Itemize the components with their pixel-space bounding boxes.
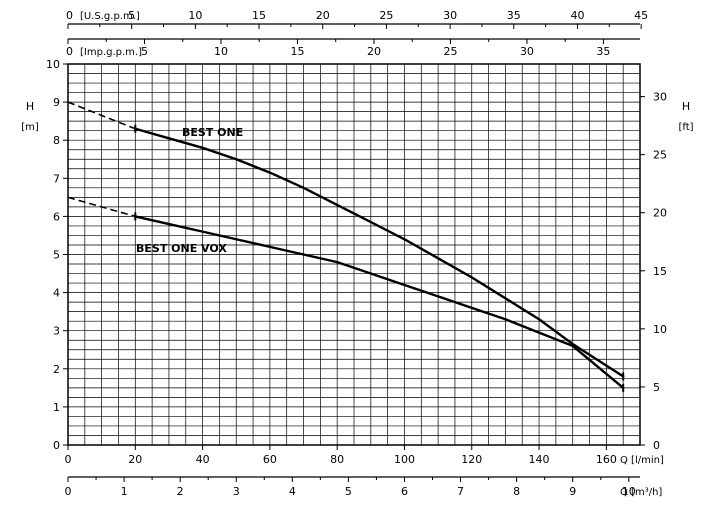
left-axis-tick-label: 2: [53, 363, 60, 376]
bottom-secondary-axis-tick-label: 2: [177, 485, 184, 498]
bottom-axis-tick-label: 20: [128, 453, 142, 466]
right-axis-tick-label: 30: [653, 91, 667, 104]
top-primary-axis-tick-label: 15: [252, 9, 266, 22]
top-secondary-axis-label: [Imp.g.p.m.]: [80, 47, 142, 58]
bottom-secondary-axis-tick-label: 3: [233, 485, 240, 498]
top-primary-axis-tick-label: 25: [379, 9, 393, 22]
top-secondary-axis-tick-label: 20: [367, 45, 381, 58]
top-primary-axis-label: [U.S.g.p.m.]: [80, 11, 140, 22]
top-primary-axis-tick-label: 5: [128, 9, 135, 22]
right-axis-tick-label: 10: [653, 323, 667, 336]
bottom-axis-tick-label: 40: [196, 453, 210, 466]
bottom-axis-tick-label: 60: [263, 453, 277, 466]
series-extrapolation-line: [67, 196, 136, 218]
bottom-axis-label: Q [l/min]: [620, 455, 664, 466]
top-secondary-axis-tick-label: 35: [596, 45, 610, 58]
left-axis-symbol: H: [26, 100, 34, 113]
left-axis-tick-label: 9: [53, 96, 60, 109]
left-axis-tick-label: 1: [53, 401, 60, 414]
left-axis-unit: [m]: [21, 122, 39, 133]
top-primary-axis-tick-label: 45: [634, 9, 648, 22]
bottom-secondary-axis-tick-label: 8: [513, 485, 520, 498]
bottom-secondary-axis-label: Q [m³/h]: [620, 487, 662, 498]
series-line: [134, 127, 625, 378]
top-primary-axis-tick-label: 40: [570, 9, 584, 22]
left-axis-tick-label: 6: [53, 210, 60, 223]
bottom-axis-tick-label: 80: [330, 453, 344, 466]
top-primary-axis-tick-label: 10: [188, 9, 202, 22]
series-label-best-one: BEST ONE: [182, 126, 243, 139]
right-axis-tick-label: 20: [653, 207, 667, 220]
top-secondary-axis-tick-label: 15: [290, 45, 304, 58]
bottom-secondary-axis-tick-label: 10: [622, 485, 636, 498]
bottom-axis-tick-label: 0: [65, 453, 72, 466]
series-extrapolation-line: [67, 101, 136, 130]
bottom-secondary-axis-tick-label: 7: [457, 485, 464, 498]
right-axis-unit: [ft]: [678, 122, 693, 133]
top-primary-axis-tick-label: 0: [66, 9, 73, 22]
top-primary-axis-tick-label: 20: [316, 9, 330, 22]
left-axis-tick-label: 4: [53, 287, 60, 300]
left-axis-tick-label: 0: [53, 439, 60, 452]
chart-grid: [67, 63, 641, 446]
top-secondary-axis-tick-label: 10: [214, 45, 228, 58]
top-secondary-axis-tick-label: 30: [520, 45, 534, 58]
left-axis-tick-label: 10: [46, 58, 60, 71]
bottom-secondary-axis-tick-label: 9: [569, 485, 576, 498]
series-layer: BEST ONE BEST ONE VOX: [67, 101, 625, 392]
bottom-axis-tick-label: 100: [394, 453, 415, 466]
bottom-secondary-axis-tick-label: 1: [121, 485, 128, 498]
bottom-axis-tick-label: 120: [461, 453, 482, 466]
top-primary-axis-tick-label: 30: [443, 9, 457, 22]
top-primary-axis-tick-label: 35: [507, 9, 521, 22]
top-secondary-axis-tick-label: 0: [66, 45, 73, 58]
bottom-secondary-axis-tick-label: 5: [345, 485, 352, 498]
right-axis-symbol: H: [682, 100, 690, 113]
top-secondary-axis-tick-label: 5: [141, 45, 148, 58]
bottom-secondary-axis-tick-label: 0: [65, 485, 72, 498]
left-axis-tick-label: 7: [53, 172, 60, 185]
top-secondary-axis-tick-label: 25: [443, 45, 457, 58]
right-axis-tick-label: 0: [653, 439, 660, 452]
bottom-secondary-axis-tick-label: 4: [289, 485, 296, 498]
bottom-secondary-axis-tick-label: 6: [401, 485, 408, 498]
right-axis-tick-label: 25: [653, 149, 667, 162]
left-axis-tick-label: 5: [53, 249, 60, 262]
bottom-axis-tick-label: 160: [596, 453, 617, 466]
bottom-axis-tick-label: 140: [529, 453, 550, 466]
right-axis-tick-label: 5: [653, 381, 660, 394]
right-axis-tick-label: 15: [653, 265, 667, 278]
series-line: [134, 215, 625, 390]
left-axis-tick-label: 8: [53, 134, 60, 147]
left-axis-tick-label: 3: [53, 325, 60, 338]
series-label-best-one-vox: BEST ONE VOX: [136, 242, 227, 255]
